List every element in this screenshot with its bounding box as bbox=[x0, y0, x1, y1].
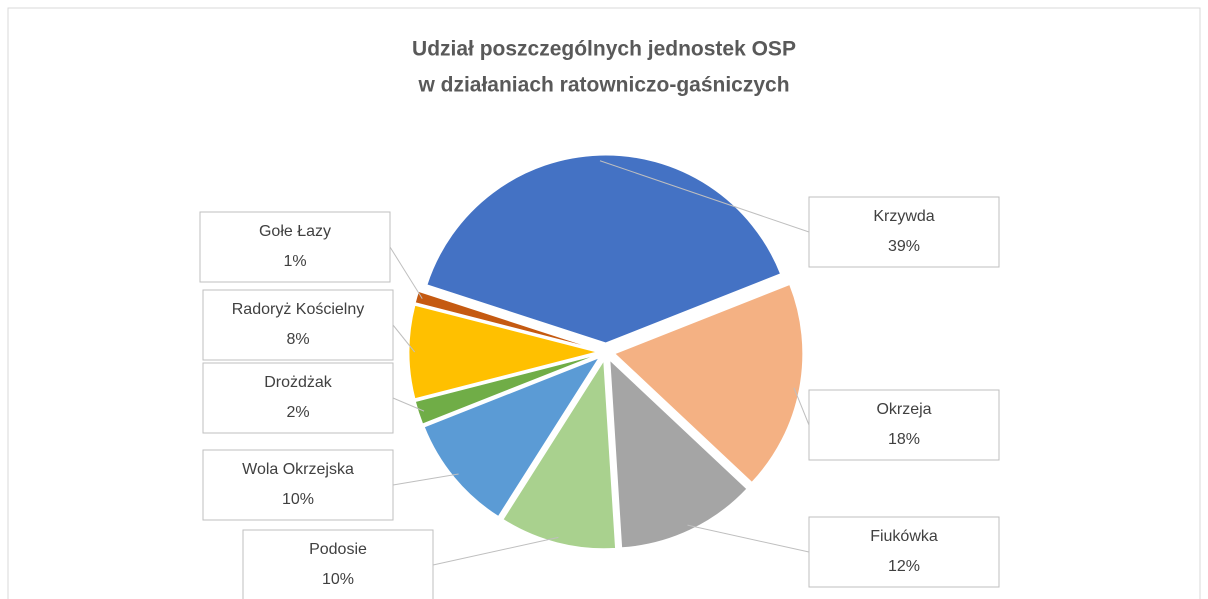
data-label-name: Krzywda bbox=[873, 208, 934, 225]
data-label-name: Gołe Łazy bbox=[259, 223, 331, 240]
pie-slice bbox=[502, 359, 617, 550]
data-label-name: Podosie bbox=[309, 541, 367, 558]
data-label-name: Radoryż Kościelny bbox=[232, 301, 365, 318]
data-label-value: 39% bbox=[888, 238, 920, 255]
pie-slice bbox=[423, 356, 601, 518]
pie-slice bbox=[414, 354, 598, 425]
label-box bbox=[808, 516, 1000, 588]
data-label-value: 8% bbox=[286, 331, 309, 348]
leader-line bbox=[687, 524, 810, 553]
label-box bbox=[202, 449, 394, 521]
label-box bbox=[202, 362, 394, 434]
data-label-value: 18% bbox=[888, 431, 920, 448]
label-box bbox=[242, 529, 434, 599]
leader-line bbox=[389, 246, 423, 299]
data-label-name: Drożdżak bbox=[264, 374, 333, 391]
leader-line bbox=[793, 387, 810, 426]
data-label-value: 1% bbox=[283, 253, 306, 270]
data-label-name: Wola Okrzejska bbox=[242, 461, 354, 478]
pie-slice bbox=[414, 290, 598, 350]
leader-line bbox=[392, 397, 425, 412]
label-box bbox=[199, 211, 391, 283]
data-label-value: 12% bbox=[888, 558, 920, 575]
pie-slice bbox=[426, 154, 782, 344]
chart-title: Udział poszczególnych jednostek OSP bbox=[412, 38, 796, 61]
leader-line bbox=[392, 324, 416, 353]
data-label-value: 10% bbox=[282, 491, 314, 508]
leader-line bbox=[599, 160, 810, 233]
pie-slice bbox=[609, 358, 748, 549]
data-label-value: 10% bbox=[322, 571, 354, 588]
label-box bbox=[202, 289, 394, 361]
label-box bbox=[808, 196, 1000, 268]
pie-slice bbox=[613, 283, 804, 484]
chart-title: w działaniach ratowniczo-gaśniczych bbox=[417, 74, 789, 97]
label-box bbox=[808, 389, 1000, 461]
leader-line bbox=[432, 536, 559, 566]
leader-line bbox=[392, 473, 459, 486]
pie-slice bbox=[408, 304, 598, 400]
data-label-value: 2% bbox=[286, 404, 309, 421]
data-label-name: Fiukówka bbox=[870, 528, 938, 545]
data-label-name: Okrzeja bbox=[876, 401, 931, 418]
